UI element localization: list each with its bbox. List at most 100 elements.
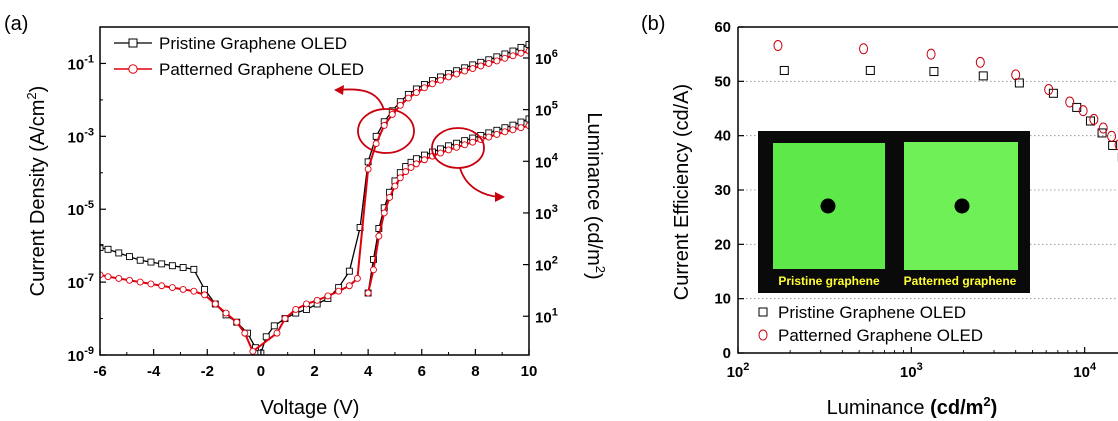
panel-b-x-tick-label-base: 10	[900, 364, 917, 381]
data-point	[222, 309, 230, 317]
legend-b-entry-pristine: Pristine Graphene OLED	[758, 303, 966, 322]
data-point	[517, 49, 525, 57]
data-point	[429, 80, 436, 88]
panel-a-y-right-tick-label: 102	[535, 255, 558, 275]
data-point	[147, 258, 155, 266]
data-point	[412, 160, 420, 168]
panel-b-x-title-sup: 2	[983, 394, 990, 409]
data-point	[147, 280, 155, 288]
panel-b-x-tick-label-base: 10	[727, 364, 744, 381]
panel-a-y-left-tick-label-base: 10	[68, 348, 85, 365]
legend-b-entry-patterned: Patterned Graphene OLED	[758, 326, 983, 345]
panel-a-y-right-tick-label-base: 10	[535, 258, 552, 275]
data-point	[525, 41, 529, 48]
data-point	[509, 126, 517, 134]
data-point	[126, 276, 133, 284]
panel-a-series-pristine-right	[364, 115, 529, 297]
panel-a-y-right-tick-label-exp: 4	[552, 151, 559, 163]
panel-a-y-right-tick-label: 101	[535, 306, 558, 326]
data-point	[1048, 88, 1058, 98]
data-point	[773, 39, 783, 51]
legend-pristine-label: Pristine Graphene OLED	[159, 34, 347, 53]
panel-a-y-right-tick-label: 104	[535, 151, 559, 171]
legend-b-patterned-label: Patterned Graphene OLED	[778, 326, 983, 345]
data-point	[1097, 128, 1107, 138]
data-point	[126, 253, 133, 261]
data-point	[461, 67, 469, 75]
panel-a-x-axis-title: Voltage (V)	[261, 397, 360, 419]
inset-pristine-dot	[820, 198, 836, 214]
inset-patterned-label: Patterned graphene	[904, 274, 1017, 288]
panel-b-y-tick-label: 20	[714, 236, 731, 253]
data-point	[469, 138, 477, 146]
data-point	[375, 224, 383, 232]
panel-a-y-right-tick-label: 103	[535, 203, 558, 223]
panel-a-y-right-tick-label: 105	[535, 100, 558, 120]
data-point	[211, 300, 219, 308]
panel-b-x-tick-label-exp: 4	[1090, 361, 1097, 373]
data-point	[1014, 78, 1024, 88]
legend-b-patterned-marker	[758, 329, 768, 341]
data-point	[241, 329, 249, 337]
panel-a-x-tick-label: 2	[310, 363, 318, 380]
panel-a-y-right-tick-label-exp: 2	[552, 255, 558, 267]
data-point	[461, 141, 469, 149]
panel-b-plot-area	[773, 39, 1118, 162]
panel-b-y-tick-label: 10	[714, 291, 731, 308]
data-point	[335, 287, 343, 295]
series-line	[100, 50, 529, 353]
data-point	[396, 174, 404, 182]
inset-patterned-dot	[954, 198, 970, 214]
data-point	[404, 94, 412, 102]
data-point	[179, 264, 187, 271]
panel-b-x-title-main: Luminance	[827, 397, 930, 419]
panel-a-series-pristine-left	[100, 41, 529, 355]
panel-a-annotations	[334, 85, 505, 202]
panel-b-x-tick-label-exp: 2	[743, 361, 749, 373]
panel-a-y-left-tick-label-base: 10	[68, 56, 85, 73]
data-point	[517, 124, 525, 132]
data-point	[100, 244, 104, 251]
panel-b-x-title-unit: (cd/m	[930, 397, 983, 419]
data-point	[270, 322, 278, 330]
panel-a-y-left-title-sup: 2	[24, 92, 39, 99]
data-point	[493, 57, 501, 65]
data-point	[1107, 130, 1117, 142]
panel-b: (b) Pristine graphene Patterned graphene…	[641, 13, 1118, 419]
panel-a-y-right-tick-label-base: 10	[535, 154, 552, 171]
panel-a-x-tick-label: -6	[93, 363, 106, 380]
data-point	[158, 260, 166, 268]
data-point	[420, 156, 428, 164]
panel-a-y-right-axis-title: Luminance (cd/m2)	[583, 112, 608, 279]
data-point	[372, 140, 380, 148]
left-axis-highlight-circle	[357, 108, 415, 154]
data-point	[493, 130, 501, 138]
legend-patterned-label: Patterned Graphene OLED	[159, 60, 364, 79]
data-point	[437, 149, 444, 157]
panel-b-series-pristine	[779, 65, 1118, 162]
panel-a-label: (a)	[4, 13, 28, 35]
data-point	[453, 70, 461, 78]
data-point	[158, 282, 166, 290]
panel-a-x-tick-label: 4	[364, 363, 373, 380]
panel-a-series-patterned-right	[364, 122, 529, 297]
panel-a-x-tick-label: 8	[471, 363, 479, 380]
data-point	[370, 255, 377, 263]
panel-a-x-tick-label: -4	[147, 363, 161, 380]
data-point	[104, 273, 112, 281]
data-point	[445, 146, 453, 154]
data-point	[517, 118, 525, 126]
panel-a-y-right-title-sup: 2	[593, 266, 608, 273]
panel-a-y-left-ticks: 10-910-710-510-310-1	[68, 53, 106, 365]
panel-b-x-tick-label-base: 10	[1073, 364, 1090, 381]
panel-a-y-right-tick-label: 106	[535, 48, 558, 68]
left-arrow-head	[334, 85, 344, 95]
data-point	[313, 296, 321, 304]
panel-a-legend: Pristine Graphene OLED Patterned Graphen…	[114, 34, 364, 79]
data-point	[380, 121, 388, 129]
panel-a-y-left-tick-label-base: 10	[68, 275, 85, 292]
panel-a-y-left-tick-label-exp: -1	[84, 53, 94, 65]
data-point	[391, 182, 399, 190]
data-point	[437, 76, 444, 84]
